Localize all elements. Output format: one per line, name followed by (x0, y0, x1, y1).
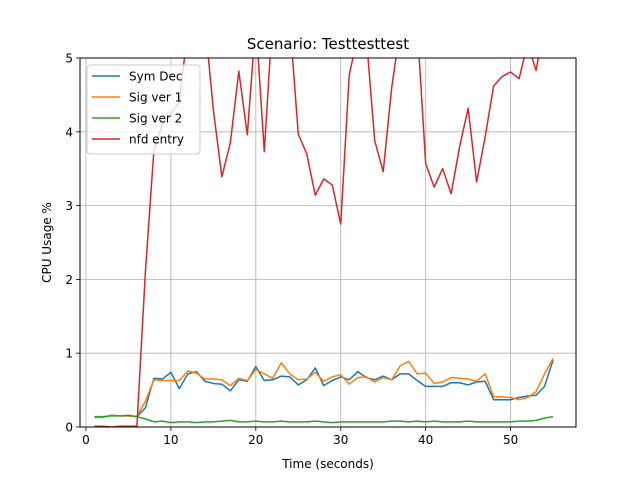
x-tick-label: 10 (163, 433, 178, 447)
x-tick-label: 20 (248, 433, 263, 447)
legend-label-nfd-entry: nfd entry (129, 133, 184, 147)
y-tick-label: 1 (65, 347, 73, 361)
x-tick-label: 30 (333, 433, 348, 447)
legend: Sym Dec Sig ver 1 Sig ver 2 nfd entry (86, 64, 201, 155)
y-tick-label: 5 (65, 52, 73, 66)
y-tick-label: 4 (65, 125, 73, 139)
series-line-sig-ver-1 (94, 358, 554, 419)
series-line-sig-ver-2 (94, 414, 554, 424)
grid (80, 57, 576, 428)
y-axis-label: CPU Usage % (40, 202, 54, 283)
x-tick-label: 40 (418, 433, 433, 447)
y-tick-label: 2 (65, 273, 73, 287)
legend-label-sig-ver-1: Sig ver 1 (129, 91, 182, 105)
x-axis-label: Time (seconds) (281, 457, 374, 471)
y-tick-label: 0 (65, 421, 73, 435)
legend-label-sig-ver-2: Sig ver 2 (129, 112, 182, 126)
axis-ticks: 0 10 20 30 40 50 0 1 2 3 4 5 (65, 52, 518, 448)
y-tick-label: 3 (65, 199, 73, 213)
legend-box (86, 64, 201, 155)
chart-title: Scenario: Testtesttest (247, 35, 409, 53)
x-tick-label: 50 (503, 433, 518, 447)
x-tick-label: 0 (82, 433, 90, 447)
legend-label-sym-dec: Sym Dec (129, 70, 182, 84)
plot-frame (79, 57, 577, 428)
